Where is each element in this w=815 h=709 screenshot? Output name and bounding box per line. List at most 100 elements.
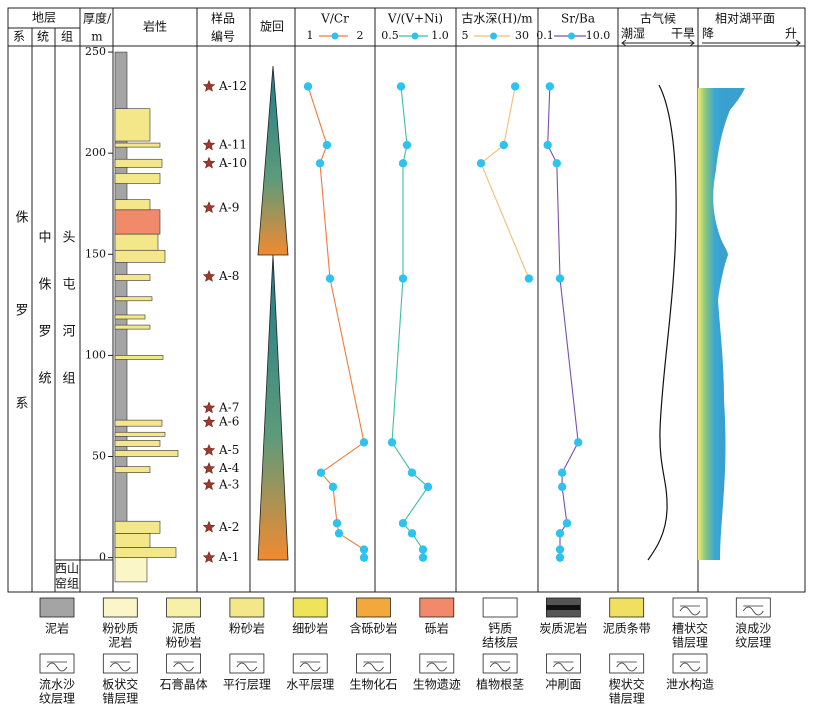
x-tick-label: 10.0 [586,29,611,42]
formation-name: 头屯河组 [60,230,76,418]
legend-label: 粉砂岩 [229,621,265,636]
legend-symbol [299,661,321,672]
legend-label: 泄水构造 [666,677,714,692]
climate-right: 干旱 [671,27,695,41]
legend-swatch [166,597,202,618]
lithology-bed [114,440,161,447]
cycle-triangle [257,65,289,256]
proxy-point [557,482,567,492]
header-series: 统 [37,30,49,44]
legend-symbol [236,661,258,672]
legend-swatch [546,653,581,674]
legend-swatch [356,653,391,674]
legend-symbol [489,661,511,672]
legend-label: 泥质 [172,622,196,636]
proxy-point [555,274,565,283]
legend-label: 纹层理 [39,692,75,706]
x-tick-label: 0.1 [536,29,554,42]
legend-symbol [553,661,574,672]
legend-swatch [229,597,265,618]
depth-title: 厚度/ [83,11,112,26]
legend-label: 粉砂岩 [166,635,202,650]
sample-star [202,415,216,428]
legend-label: 平行层理 [223,678,271,692]
proxy-point [499,140,508,150]
legend-marker [331,32,339,40]
legend-swatch [482,597,518,618]
proxy-point [303,82,313,91]
legend-swatch [356,597,391,618]
legend-label: 流水沙 [39,678,75,692]
sample-label: A-10 [218,156,247,170]
sample-label: A-1 [218,550,239,564]
sample-label: A-12 [218,79,247,93]
sample-star [202,269,216,282]
lake-title: 相对湖平面 [715,11,775,26]
x-tick-label: 2 [357,29,364,42]
legend-symbol [363,661,384,672]
legend-label: 泥岩 [45,621,69,636]
sample-star [202,461,216,475]
header-lithology: 岩性 [143,19,167,34]
sample-label: A-5 [218,443,239,457]
lithology-bed [114,355,164,360]
lithology-bed [114,520,161,534]
lithology-bed [114,233,159,251]
header-sample: 样品 [211,11,235,26]
y-tick-label: 150 [85,247,106,260]
proxy-point [552,159,561,168]
proxy-point [476,159,486,168]
header-formation: 组 [61,30,73,44]
legend-label: 粉砂质 [102,622,138,636]
lithology-bed [114,547,177,558]
proxy-point [322,140,332,150]
legend-swatch [609,653,645,674]
legend-label: 水平层理 [286,678,334,692]
lithology-bed [114,324,151,330]
legend-marker [567,32,575,40]
proxy-point [418,553,428,562]
panel-title: V/(V+Ni) [387,12,443,26]
proxy-point [359,438,369,447]
proxy-point [407,529,417,538]
lithology-bed [114,557,148,583]
legend-marker [411,32,419,40]
proxy-point [555,553,565,562]
proxy-point [325,274,335,283]
sample-star [202,79,216,92]
legend-swatch [102,653,138,674]
proxy-point [334,529,344,538]
legend-symbol [616,661,638,672]
proxy-line [391,86,429,558]
lithology-bed [114,533,151,548]
sample-label: A-2 [218,520,239,534]
header-strata: 地层 [32,11,56,25]
proxy-point [545,82,555,91]
y-tick-label: 100 [85,348,106,361]
proxy-point [543,140,552,150]
proxy-point [359,553,369,562]
proxy-point [402,140,412,150]
legend-label: 钙质 [488,622,512,636]
legend-label: 浪成沙 [735,621,771,636]
header-sample: 编号 [211,29,235,44]
lithology-bed [114,249,166,263]
proxy-point [398,159,408,168]
sample-star [202,401,216,414]
lithology-bed [114,142,161,148]
proxy-point [562,519,572,528]
lithology-bed [114,431,166,437]
legend-swatch [419,597,455,618]
legend-symbol [426,661,448,672]
proxy-point [423,482,433,492]
x-tick-label: 0.5 [381,29,399,42]
legend-symbol [742,605,764,616]
sample-star [202,201,216,214]
legend-swatch [166,653,202,674]
legend-label: 错层理 [609,692,645,706]
proxy-point [387,438,397,447]
legend-swatch-band [546,605,581,610]
proxy-point [510,82,520,91]
legend-swatch [39,653,75,674]
